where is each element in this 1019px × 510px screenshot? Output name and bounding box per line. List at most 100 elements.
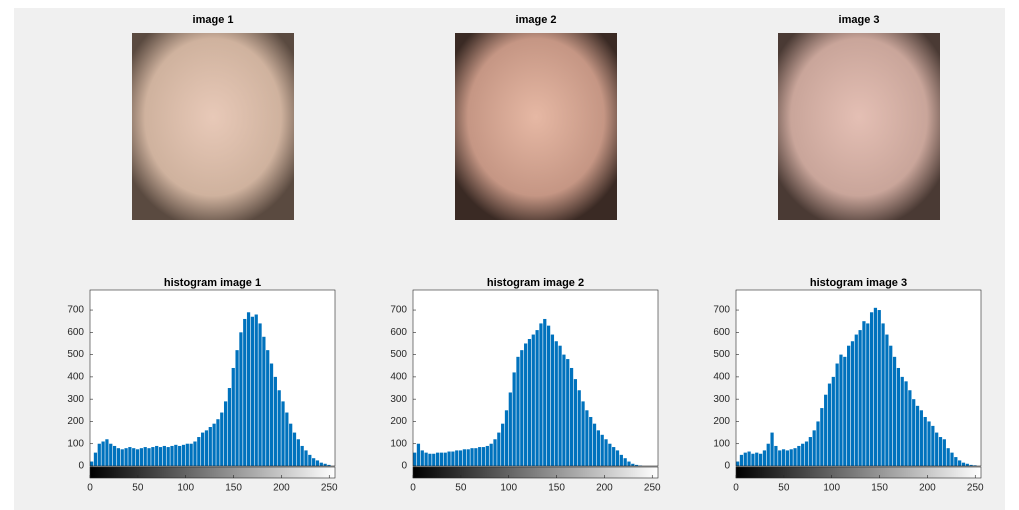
x-tick-label: 0 (87, 483, 93, 494)
figure: image 1 image 2 image 3 histogram image … (0, 0, 1019, 510)
bar (209, 427, 212, 466)
bar (782, 449, 785, 466)
bar (966, 464, 969, 466)
bar (893, 357, 896, 466)
y-tick-label: 700 (390, 305, 407, 316)
x-tick-label: 250 (321, 483, 338, 494)
bar (316, 460, 319, 466)
bar (881, 323, 884, 466)
bar (593, 424, 596, 466)
bar (908, 390, 911, 466)
bar (555, 341, 558, 466)
bar (285, 413, 288, 466)
bar (459, 450, 462, 466)
chart-title: histogram image 2 (487, 277, 584, 289)
bar (155, 446, 158, 466)
bar (916, 406, 919, 466)
image-title: image 3 (839, 14, 880, 26)
bar (816, 421, 819, 466)
x-tick-label: 100 (500, 483, 517, 494)
y-tick-label: 300 (713, 394, 730, 405)
bar (159, 447, 162, 466)
colorbar (736, 467, 981, 478)
y-tick-label: 200 (713, 416, 730, 427)
x-tick-label: 150 (225, 483, 242, 494)
histogram-chart: histogram image 201002003004005006007000… (390, 277, 661, 494)
bar (786, 450, 789, 466)
bar (444, 453, 447, 466)
bar (616, 450, 619, 466)
bar (947, 448, 950, 466)
bar (251, 317, 254, 466)
bar (98, 444, 101, 466)
bar (551, 335, 554, 466)
bar (755, 453, 758, 466)
bar (801, 444, 804, 466)
bar (954, 457, 957, 466)
image (455, 33, 617, 220)
bar (428, 454, 431, 466)
bar (581, 401, 584, 466)
bar (451, 452, 454, 466)
bar (213, 424, 216, 466)
bar (935, 433, 938, 466)
bar (528, 339, 531, 466)
bar (247, 312, 250, 466)
x-tick-label: 150 (548, 483, 565, 494)
y-tick-label: 0 (724, 461, 730, 472)
bar (759, 454, 762, 466)
bar (235, 350, 238, 466)
y-tick-label: 300 (67, 394, 84, 405)
page: {"images": [{"title": "image 1"}, {"titl… (0, 0, 1019, 510)
bar (962, 463, 965, 466)
bar (562, 355, 565, 466)
bar (174, 445, 177, 466)
bar (289, 424, 292, 466)
bar (736, 462, 739, 466)
bar (170, 446, 173, 466)
bar (232, 368, 235, 466)
bar (901, 377, 904, 466)
bar (436, 453, 439, 466)
bar (574, 379, 577, 466)
bar (904, 381, 907, 466)
bar (105, 439, 108, 466)
bar (224, 401, 227, 466)
bar (943, 439, 946, 466)
bar (424, 453, 427, 466)
bar (482, 447, 485, 466)
bar (190, 444, 193, 466)
x-tick-label: 50 (455, 483, 467, 494)
x-tick-label: 100 (177, 483, 194, 494)
bar (931, 426, 934, 466)
bar (939, 437, 942, 466)
bar (193, 441, 196, 466)
y-tick-label: 300 (390, 394, 407, 405)
bar (470, 448, 473, 466)
bar (493, 439, 496, 466)
bar (297, 439, 300, 466)
y-tick-label: 500 (390, 349, 407, 360)
bar (885, 335, 888, 466)
bar (589, 417, 592, 466)
histogram-chart: histogram image 301002003004005006007000… (713, 277, 984, 494)
bar (274, 377, 277, 466)
bar (197, 437, 200, 466)
bar (463, 449, 466, 466)
x-tick-label: 0 (410, 483, 416, 494)
bar (832, 377, 835, 466)
bar (301, 446, 304, 466)
bar (421, 450, 424, 466)
bar (624, 458, 627, 466)
image (132, 33, 294, 220)
bar (228, 388, 231, 466)
bar (308, 455, 311, 466)
bar (578, 390, 581, 466)
x-tick-label: 200 (596, 483, 613, 494)
bar (278, 390, 281, 466)
bar (620, 455, 623, 466)
bar (797, 446, 800, 466)
bar (109, 444, 112, 466)
bar (608, 444, 611, 466)
bar (281, 401, 284, 466)
